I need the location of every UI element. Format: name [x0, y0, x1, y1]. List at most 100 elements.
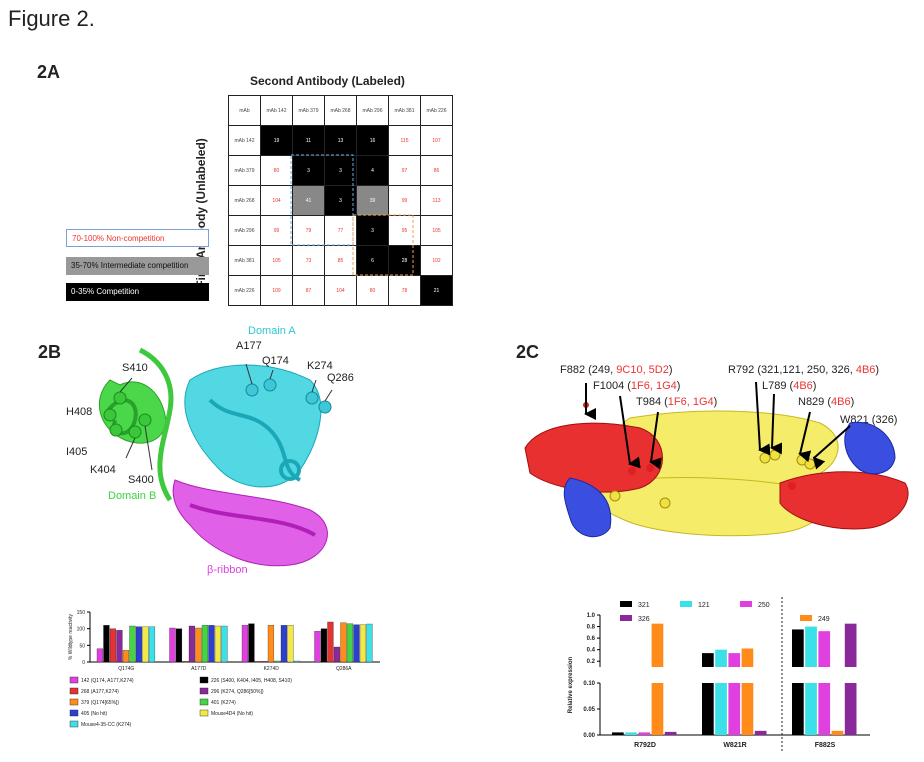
matrix-corner: mAb [228, 95, 261, 126]
matrix-cell: 73 [292, 245, 325, 276]
annotation-r792: R792 (321,121, 250, 326, 4B6) [728, 364, 880, 376]
bar [320, 628, 328, 663]
bar [333, 646, 341, 663]
bar [741, 648, 754, 667]
legend-swatch [69, 720, 79, 728]
matrix-cell: 13 [324, 125, 357, 156]
bar [702, 653, 714, 667]
residue-k274: K274 [307, 360, 333, 372]
matrix-cell: 80 [356, 275, 389, 306]
matrix-cell: 4 [356, 155, 389, 186]
bar [254, 661, 262, 663]
matrix-cell: 21 [420, 275, 453, 306]
legend-intermediate-competition: 35-70% Intermediate competition [66, 257, 209, 275]
y-tick-label: 1.0 [587, 613, 596, 619]
legend-label: 405 (No hit) [81, 711, 107, 717]
residue-q286: Q286 [327, 372, 354, 384]
residue-s400: S400 [128, 474, 154, 486]
legend-swatch [199, 709, 209, 717]
bar [261, 661, 268, 663]
x-category-label: A177D [191, 666, 207, 672]
legend-non-competition: 70-100% Non-competition [66, 229, 209, 247]
matrix-cell: 3 [324, 155, 357, 186]
bar [214, 625, 222, 663]
matrix-cell: 3 [292, 155, 325, 186]
bar [651, 623, 664, 667]
matrix-cell: 41 [292, 185, 325, 216]
y-tick-label: 0.00 [583, 733, 595, 739]
matrix-cell: 3 [324, 185, 357, 216]
bar [142, 626, 149, 663]
matrix-cell: 109 [260, 275, 293, 306]
legend-label: 226 (S400, K404, I405, H408, S410) [211, 678, 292, 684]
y-tick-label: 0.2 [587, 659, 596, 665]
annotation-n829: N829 (4B6) [798, 396, 855, 408]
legend-swatch [199, 676, 209, 684]
legend-swatch [620, 615, 632, 621]
bar [353, 624, 360, 663]
y-tick-label: 0.8 [587, 625, 596, 631]
legend-label: Mouse4D4 (No hit) [211, 711, 253, 717]
bar [96, 648, 104, 663]
bar [169, 627, 176, 663]
bar [754, 730, 767, 735]
matrix-cell: 11 [292, 125, 325, 156]
bar [116, 630, 123, 663]
bar [267, 625, 275, 663]
matrix-cell: 102 [420, 245, 453, 276]
matrix-cell: 104 [324, 275, 357, 306]
bar [327, 621, 334, 663]
y-tick-label: 100 [77, 627, 86, 633]
matrix-cell: 115 [388, 125, 421, 156]
bar [195, 627, 202, 663]
bar-lower [792, 683, 804, 735]
panel-label-2a: 2A [37, 62, 61, 82]
bar [831, 730, 844, 735]
legend-label: 249 [818, 616, 830, 623]
legend-swatch [199, 687, 209, 695]
bar [248, 623, 255, 663]
legend-swatch [620, 601, 632, 607]
matrix-cell: 87 [292, 275, 325, 306]
legend-label: Mouse4-35-CC (K274) [81, 722, 132, 728]
annotation-f1004: F1004 (1F6, 1G4) [593, 380, 681, 392]
bar [182, 661, 189, 663]
x-category-label: W821R [723, 742, 746, 749]
arrow-n829 [798, 411, 812, 463]
bar-lower [702, 683, 714, 735]
y-tick-label: 0.05 [583, 707, 595, 713]
bar [805, 626, 817, 667]
beta-ribbon-shape [172, 479, 328, 567]
panel-label-2b: 2B [38, 342, 62, 362]
second-antibody-axis-label: Second Antibody (Labeled) [250, 74, 405, 88]
domain-a-label: Domain A [248, 325, 296, 337]
matrix-cell: 6 [356, 245, 389, 276]
bar [208, 625, 215, 663]
domain-b-label: Domain B [108, 490, 157, 502]
legend-swatch [800, 615, 812, 621]
y-axis-label: % Wildtype reactivity [68, 613, 74, 660]
panel-label-2c: 2C [516, 342, 540, 362]
bar [103, 625, 110, 663]
arrow-f1004 [619, 395, 641, 469]
wildtype-reactivity-chart: 0 50 100 150% Wildtype reactivity Q174G A177D… [68, 610, 380, 728]
domain-b-strand [138, 347, 174, 502]
matrix-cell: 85 [324, 245, 357, 276]
legend-label: 250 [758, 602, 770, 609]
residue-k404: K404 [90, 464, 116, 476]
residue-s410: S410 [122, 362, 148, 374]
legend-label: 321 [638, 602, 650, 609]
bar [715, 649, 727, 667]
legend-swatch [69, 698, 79, 706]
bar [201, 625, 209, 663]
bar [792, 629, 804, 667]
bar [274, 660, 281, 663]
arrow-r792 [755, 381, 771, 456]
annotation-f882: F882 (249, 9C10, 5D2) [560, 364, 673, 376]
bar [109, 628, 117, 663]
bar [664, 731, 677, 735]
x-category-label: Q286A [336, 666, 352, 672]
legend-swatch [680, 601, 692, 607]
bar [293, 660, 301, 663]
dimer-blue-right [844, 421, 896, 475]
